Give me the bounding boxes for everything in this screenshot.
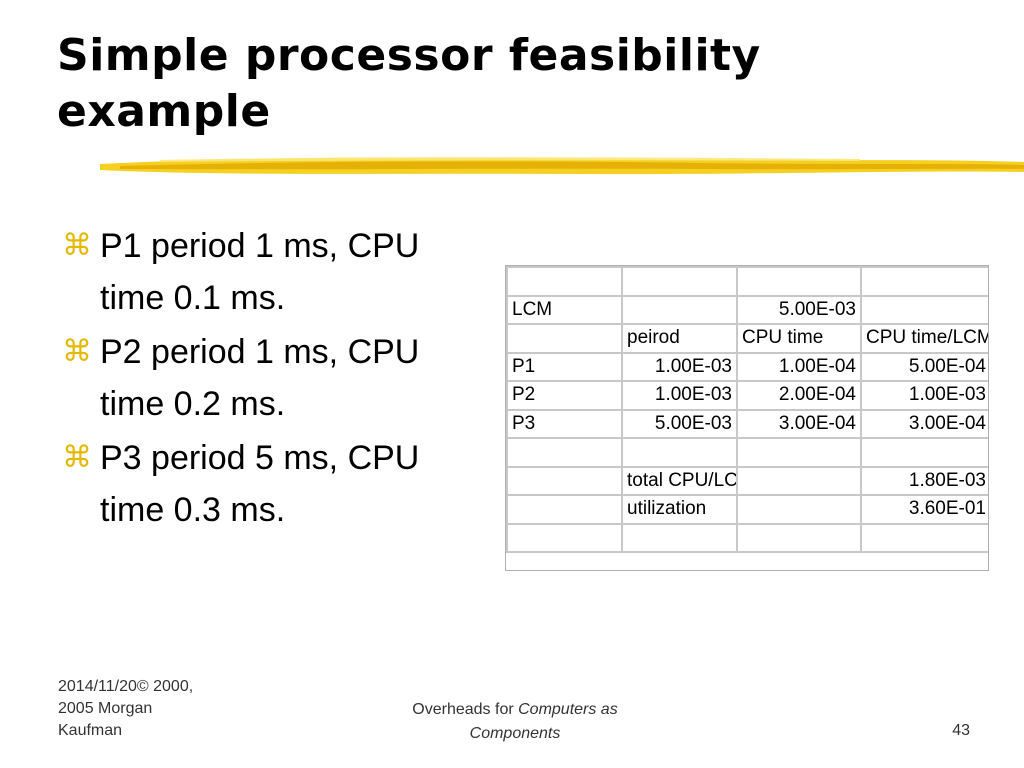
table-row: P3 5.00E-03 3.00E-04 3.00E-04 (506, 408, 988, 439)
table-cell: LCM (506, 294, 623, 325)
bullet-text: P2 period 1 ms, CPU time 0.2 ms. (100, 333, 420, 423)
table-cell (736, 437, 862, 468)
table-cell (506, 522, 623, 553)
table-cell (621, 266, 738, 297)
table-cell (621, 294, 738, 325)
table-row (506, 266, 988, 297)
slide-title: Simple processor feasibility example (57, 30, 761, 137)
bullet-text: P1 period 1 ms, CPU time 0.1 ms. (100, 227, 420, 317)
table-row: LCM 5.00E-03 (506, 294, 988, 325)
table-cell: 2.00E-04 (736, 380, 862, 411)
footer-book-title: Overheads for Computers as Components (370, 698, 660, 746)
table-row: P1 1.00E-03 1.00E-04 5.00E-04 (506, 351, 988, 382)
table-cell (736, 465, 862, 496)
table-cell (736, 494, 862, 525)
table-cell: P1 (506, 351, 623, 382)
table-cell: 1.00E-04 (736, 351, 862, 382)
bullet-item: ⌘ P3 period 5 ms, CPU time 0.3 ms. (62, 432, 482, 536)
footer-line: 2005 Morgan (58, 700, 153, 717)
table-cell: 3.60E-01 (860, 494, 988, 525)
table-cell: 3.00E-04 (736, 408, 862, 439)
table-row: P2 1.00E-03 2.00E-04 1.00E-03 (506, 380, 988, 411)
table-cell: P3 (506, 408, 623, 439)
table-row: peirod CPU time CPU time/LCM (506, 323, 988, 354)
spreadsheet-table-frame: LCM 5.00E-03 peirod CPU time CPU time/LCM P1 1… (505, 265, 989, 571)
table-cell: CPU time (736, 323, 862, 354)
table-cell: 1.00E-03 (860, 380, 988, 411)
footer-book-italic: Components (469, 725, 561, 742)
table-cell (506, 494, 623, 525)
table-cell: CPU time/LCM (860, 323, 988, 354)
table-cell: 1.00E-03 (621, 380, 738, 411)
table-cell (860, 437, 988, 468)
page-number: 43 (952, 722, 970, 739)
table-cell: 5.00E-03 (736, 294, 862, 325)
table-cell (506, 266, 623, 297)
footer-copyright: 2014/11/20© 2000, 2005 Morgan Kaufman (58, 676, 278, 742)
bullet-list: ⌘ P1 period 1 ms, CPU time 0.1 ms. ⌘ P2 … (62, 220, 482, 538)
table-row (506, 437, 988, 468)
table-cell (621, 522, 738, 553)
table-cell: peirod (621, 323, 738, 354)
table-cell (860, 266, 988, 297)
table-cell (506, 323, 623, 354)
table-cell (860, 294, 988, 325)
table-cell (506, 437, 623, 468)
command-key-icon: ⌘ (62, 228, 92, 263)
footer-line: 2014/11/20© 2000, (58, 678, 194, 695)
table-cell (860, 522, 988, 553)
table-cell (736, 522, 862, 553)
bullet-item: ⌘ P2 period 1 ms, CPU time 0.2 ms. (62, 326, 482, 430)
table-cell (506, 465, 623, 496)
table-row (506, 522, 988, 553)
bullet-text: P3 period 5 ms, CPU time 0.3 ms. (100, 439, 420, 529)
table-cell: 1.00E-03 (621, 351, 738, 382)
table-row: utilization 3.60E-01 (506, 494, 988, 525)
table-cell: 1.80E-03 (860, 465, 988, 496)
table-cell: utilization (621, 494, 738, 525)
title-underline-brushstroke (100, 157, 1024, 175)
table-cell (736, 266, 862, 297)
command-key-icon: ⌘ (62, 440, 92, 475)
table-cell: total CPU/LCM (621, 465, 738, 496)
table-cell (621, 437, 738, 468)
table-cell: 5.00E-03 (621, 408, 738, 439)
table-cell: P2 (506, 380, 623, 411)
table-row: total CPU/LCM 1.80E-03 (506, 465, 988, 496)
footer-line: Kaufman (58, 722, 123, 739)
table-cell: 3.00E-04 (860, 408, 988, 439)
spreadsheet-table: LCM 5.00E-03 peirod CPU time CPU time/LCM P1 1… (506, 266, 988, 553)
footer-prefix: Overheads for (412, 701, 519, 718)
command-key-icon: ⌘ (62, 334, 92, 369)
table-cell: 5.00E-04 (860, 351, 988, 382)
footer-book-italic: Computers as (518, 701, 618, 718)
bullet-item: ⌘ P1 period 1 ms, CPU time 0.1 ms. (62, 220, 482, 324)
